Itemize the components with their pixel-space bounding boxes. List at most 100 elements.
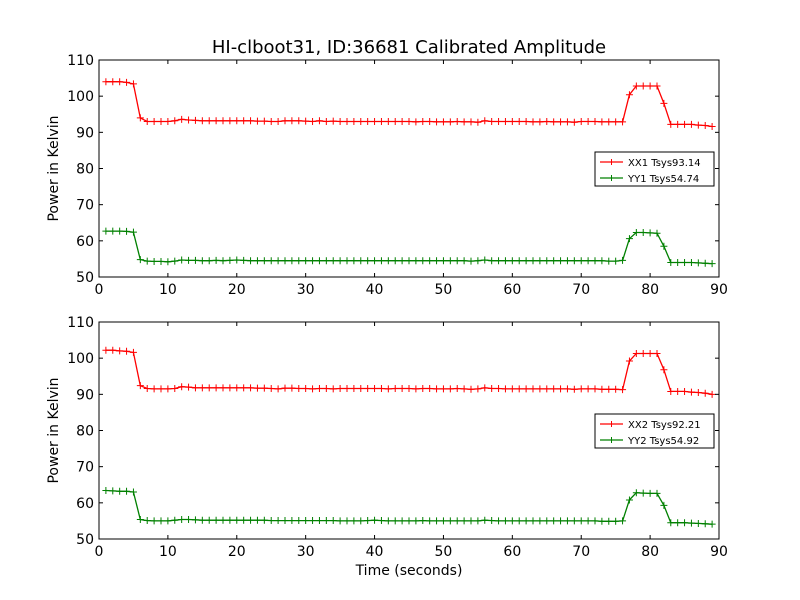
data-point [570,118,578,126]
data-point [681,259,689,267]
subplot-1: 0 10 20 30 40 50 60 70 80 90 50 60 70 80 90 100 110 Power… [46,53,728,298]
data-point [350,117,358,125]
data-point [350,385,358,393]
data-point [694,389,702,397]
data-point [322,117,330,125]
data-point [701,259,709,267]
data-point [632,229,640,237]
y-axis-label: Power in Kelvin [46,115,62,221]
x-tick-label: 70 [572,544,590,560]
data-point [474,385,482,393]
data-point [398,385,406,393]
data-point [660,366,668,374]
data-point [460,517,468,525]
data-point [226,256,234,264]
x-tick-label: 60 [503,282,521,298]
data-point [439,517,447,525]
data-point [185,116,193,124]
data-point [253,257,261,265]
data-point [405,257,413,265]
data-point [632,349,640,357]
data-point [274,117,282,125]
x-tick-label: 60 [503,544,521,560]
data-point [481,117,489,125]
data-point [536,517,544,525]
data-point [357,257,365,265]
data-point [281,257,289,265]
data-point [357,117,365,125]
data-point [508,385,516,393]
data-point [460,118,468,126]
data-point [646,489,654,497]
data-point [412,118,420,126]
data-point [253,384,261,392]
data-point [543,385,551,393]
x-tick-label: 80 [641,282,659,298]
legend: XX2 Tsys92.21 YY2 Tsys54.92 [594,413,715,449]
data-point [598,517,606,525]
data-point [419,517,427,525]
data-point [129,348,137,356]
data-point [625,357,633,365]
data-point [198,516,206,524]
x-tick-label: 40 [366,544,384,560]
data-point [639,82,647,90]
data-point [164,517,172,525]
y-axis-label: Power in Kelvin [46,377,62,483]
data-point [260,257,268,265]
data-point [563,118,571,126]
data-point [102,78,110,86]
data-point [419,257,427,265]
data-point [295,517,303,525]
data-point [178,383,186,391]
data-point [619,118,627,126]
data-point [309,517,317,525]
y-tick-label: 70 [76,460,94,476]
legend-swatch-marker [608,421,615,427]
data-point [391,385,399,393]
data-point [226,384,234,392]
data-point [219,384,227,392]
data-point [667,259,675,267]
legend-label: XX1 Tsys93.14 [628,158,701,169]
data-point [384,117,392,125]
data-point [123,227,131,235]
data-point [612,257,620,265]
data-point [315,257,323,265]
data-point [660,501,668,509]
data-point [350,517,358,525]
data-point [247,384,255,392]
legend-swatch-marker [608,159,615,165]
data-point [495,257,503,265]
data-point [570,385,578,393]
data-point [102,227,110,235]
data-point [501,117,509,125]
data-point [591,517,599,525]
data-point [577,385,585,393]
data-point [605,257,613,265]
data-point [226,117,234,125]
data-point [522,257,530,265]
data-point [288,517,296,525]
data-point [426,117,434,125]
data-point [694,121,702,129]
data-point [136,515,144,523]
data-point [694,519,702,527]
data-point [625,91,633,99]
data-point [109,346,117,354]
legend-label: XX2 Tsys92.21 [628,420,701,431]
data-point [674,259,682,267]
data-point [364,117,372,125]
data-point [405,517,413,525]
data-point [536,118,544,126]
data-point [681,120,689,128]
data-point [391,257,399,265]
chart-title: HI-clboot31, ID:36681 Calibrated Amplitu… [212,37,606,58]
x-tick-label: 80 [641,544,659,560]
data-point [233,384,241,392]
data-point [508,257,516,265]
data-point [109,78,117,86]
data-point [701,121,709,129]
series-1-group [102,346,716,398]
